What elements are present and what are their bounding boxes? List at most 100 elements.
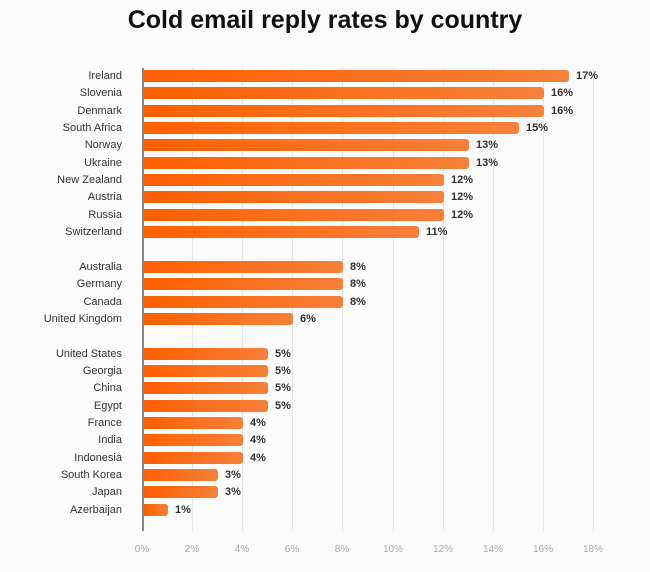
bar-row: Germany 8% (0, 277, 650, 291)
bar-row: South Korea 3% (0, 468, 650, 482)
value-label: 12% (451, 191, 474, 203)
value-label: 3% (225, 486, 241, 498)
x-tick-label: 2% (184, 544, 200, 555)
x-tick-label: 18% (582, 544, 604, 555)
x-tick-label: 12% (432, 544, 454, 555)
category-label: Slovenia (79, 87, 122, 99)
value-label: 4% (250, 434, 266, 446)
bar (143, 452, 243, 464)
bar-row: India 4% (0, 433, 650, 447)
category-label: Australia (79, 261, 122, 273)
x-tick-label: 16% (532, 544, 554, 555)
value-label: 16% (551, 105, 574, 117)
category-label: Ireland (88, 70, 122, 82)
bar (143, 87, 544, 99)
value-label: 13% (476, 139, 499, 151)
bar (143, 191, 444, 203)
x-tick-label: 14% (482, 544, 504, 555)
value-label: 17% (576, 70, 599, 82)
bar-row: Azerbaijan 1% (0, 503, 650, 517)
category-label: France (87, 417, 122, 429)
category-label: Egypt (93, 400, 122, 412)
bar (143, 296, 343, 308)
bar-row: Canada 8% (0, 295, 650, 309)
gridline (393, 68, 394, 531)
category-label: South Africa (62, 122, 122, 134)
x-tick-label: 8% (334, 544, 350, 555)
category-label: Azerbaijan (70, 504, 122, 516)
value-label: 6% (300, 313, 316, 325)
category-label: Indonesia (74, 452, 122, 464)
category-label: Japan (92, 486, 122, 498)
category-label: China (93, 382, 122, 394)
value-label: 5% (275, 382, 291, 394)
value-label: 12% (451, 209, 474, 221)
value-label: 15% (526, 122, 549, 134)
x-tick-label: 10% (382, 544, 404, 555)
bar (143, 226, 419, 238)
bar (143, 313, 293, 325)
bar (143, 261, 343, 273)
bar-row: Switzerland 11% (0, 225, 650, 239)
x-tick-label: 6% (284, 544, 300, 555)
bar (143, 209, 444, 221)
value-label: 1% (175, 504, 191, 516)
category-label: South Korea (60, 469, 122, 481)
x-tick-label: 4% (234, 544, 250, 555)
category-label: New Zealand (57, 174, 122, 186)
bar (143, 400, 268, 412)
bar-row: United Kingdom 6% (0, 312, 650, 326)
bar-row: Denmark 16% (0, 104, 650, 118)
value-label: 13% (476, 157, 499, 169)
category-label: United States (55, 348, 122, 360)
category-label: Ukraine (84, 157, 122, 169)
value-label: 4% (250, 417, 266, 429)
value-label: 3% (225, 469, 241, 481)
category-label: Russia (88, 209, 122, 221)
gridline (493, 68, 494, 531)
category-label: Norway (84, 139, 122, 151)
category-label: United Kingdom (43, 313, 122, 325)
x-tick-label: 0% (134, 544, 150, 555)
bar (143, 382, 268, 394)
category-label: Austria (87, 191, 122, 203)
value-label: 5% (275, 348, 291, 360)
bar (143, 469, 218, 481)
category-label: Denmark (77, 105, 122, 117)
bar-row: Egypt 5% (0, 399, 650, 413)
bar-row: Ireland 17% (0, 69, 650, 83)
bar (143, 348, 268, 360)
gridline (593, 68, 594, 531)
bar-row: Ukraine 13% (0, 156, 650, 170)
bar (143, 486, 218, 498)
bar (143, 105, 544, 117)
gridline (443, 68, 444, 531)
chart-title: Cold email reply rates by country (127, 6, 523, 34)
category-label: India (98, 434, 122, 446)
bar-row: Australia 8% (0, 260, 650, 274)
category-label: Georgia (82, 365, 122, 377)
gridline (543, 68, 544, 531)
value-label: 8% (350, 278, 366, 290)
bar-row: China 5% (0, 381, 650, 395)
value-label: 11% (426, 226, 448, 238)
bar (143, 504, 168, 516)
bar (143, 157, 469, 169)
value-label: 12% (451, 174, 474, 186)
bar-row: Georgia 5% (0, 364, 650, 378)
bar-row: South Africa 15% (0, 121, 650, 135)
category-label: Canada (83, 296, 122, 308)
bar (143, 365, 268, 377)
bar-row: France 4% (0, 416, 650, 430)
value-label: 8% (350, 296, 366, 308)
bar (143, 70, 569, 82)
bar-row: Austria 12% (0, 190, 650, 204)
category-label: Germany (76, 278, 122, 290)
value-label: 5% (275, 400, 291, 412)
bar (143, 174, 444, 186)
bar (143, 417, 243, 429)
value-label: 8% (350, 261, 366, 273)
value-label: 4% (250, 452, 266, 464)
bar-row: New Zealand 12% (0, 173, 650, 187)
